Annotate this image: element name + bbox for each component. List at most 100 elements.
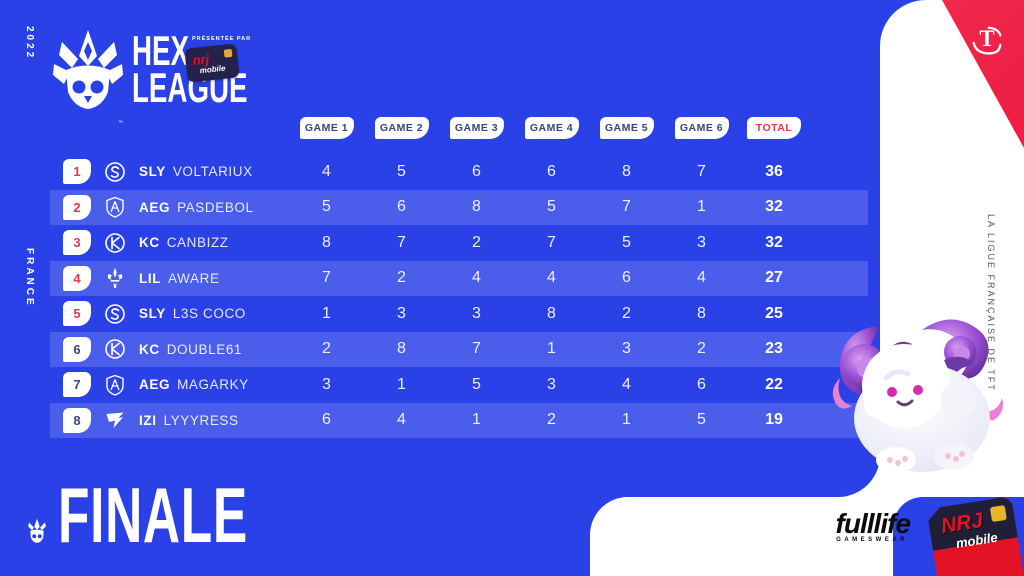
game-header-pill: GAME 1: [299, 117, 354, 139]
tft-pet-mascot-image: [832, 319, 1003, 473]
total-score: 36: [765, 162, 783, 180]
rank-badge: 1: [63, 159, 91, 185]
player-cell: AEG PASDEBOL: [139, 200, 289, 215]
team-tag: KC: [139, 341, 160, 357]
game-score: 4: [472, 269, 481, 287]
total-score: 25: [765, 304, 783, 322]
event-title: FINALE: [58, 471, 248, 559]
player-name: CANBIZZ: [166, 235, 229, 251]
rank-badge: 7: [63, 372, 91, 398]
rank-badge: 4: [63, 265, 91, 291]
game-score: 3: [397, 304, 406, 322]
game-score: 4: [322, 162, 331, 180]
game-score: 6: [397, 198, 406, 216]
table-row: 4 LIL AWARE 7 2 4 4 6 4 27: [50, 260, 868, 296]
total-score: 27: [765, 269, 783, 287]
table-header-row: GAME 1 GAME 2 GAME 3 GAME 4 GAME 5 GAME 6 TOTA…: [289, 117, 809, 139]
game-score: 4: [622, 375, 631, 393]
game-score: 1: [547, 340, 556, 358]
table-row: 8 IZI LYYYRESS 6 4 1 2 1 5 19: [50, 402, 868, 438]
game-score: 7: [547, 233, 556, 251]
team-logo-icon: [103, 373, 127, 397]
game-score: 1: [697, 198, 706, 216]
player-name: MAGARKY: [177, 377, 249, 393]
year-vertical-label: 2022: [24, 26, 35, 61]
rank-badge: 2: [63, 194, 91, 220]
rank-badge: 5: [63, 301, 91, 327]
total-score: 23: [765, 340, 783, 358]
game-score: 3: [697, 233, 706, 251]
game-score: 2: [472, 233, 481, 251]
game-header-pill: GAME 4: [524, 117, 579, 139]
sim-chip-icon: [990, 505, 1007, 522]
bottom-left-blue-panel: [0, 440, 640, 576]
game-score: 8: [622, 162, 631, 180]
player-name: PASDEBOL: [177, 199, 254, 215]
total-score: 32: [765, 198, 783, 216]
main-blue-panel: [0, 0, 880, 497]
team-logo-icon: [103, 302, 127, 326]
game-header-pill: GAME 6: [674, 117, 729, 139]
team-tag: LIL: [139, 270, 162, 286]
game-score: 1: [397, 375, 406, 393]
game-score: 3: [322, 375, 331, 393]
team-logo-icon: [103, 195, 127, 219]
game-score: 8: [697, 304, 706, 322]
game-score: 3: [547, 375, 556, 393]
game-score: 2: [622, 304, 631, 322]
game-score: 7: [397, 233, 406, 251]
game-score: 6: [697, 375, 706, 393]
league-title-line1: HEX: [132, 27, 189, 74]
player-cell: KC CANBIZZ: [139, 235, 289, 250]
fulllife-sub: GAMESWEAR: [836, 537, 908, 543]
player-cell: SLY VOLTARIUX: [139, 164, 289, 179]
game-score: 6: [622, 269, 631, 287]
rank-badge: 8: [63, 407, 91, 433]
team-tag: KC: [139, 235, 160, 251]
team-logo-icon: [103, 266, 127, 290]
game-score: 4: [697, 269, 706, 287]
total-score: 22: [765, 375, 783, 393]
sim-chip-icon: [223, 48, 233, 58]
game-score: 2: [697, 340, 706, 358]
game-score: 1: [322, 304, 331, 322]
nrj-mobile-logo: NRJ mobile: [926, 496, 1024, 576]
mini-crown-icon: [28, 518, 46, 543]
game-score: 6: [322, 411, 331, 429]
tagline-vertical-label: LA LIGUE FRANÇAISE DE TFT: [986, 214, 996, 392]
table-row: 3 KC CANBIZZ 8 7 2 7 5 3 32: [50, 225, 868, 261]
game-score: 7: [472, 340, 481, 358]
game-score: 5: [472, 375, 481, 393]
rank-badge: 3: [63, 230, 91, 256]
game-score: 3: [472, 304, 481, 322]
game-score: 8: [322, 233, 331, 251]
game-score: 4: [397, 411, 406, 429]
team-tag: SLY: [139, 164, 166, 180]
game-score: 7: [322, 269, 331, 287]
team-logo-icon: [103, 160, 127, 184]
player-cell: IZI LYYYRESS: [139, 413, 289, 428]
player-name: DOUBLE61: [166, 341, 243, 357]
game-score: 8: [547, 304, 556, 322]
hex-league-logo-block: HEX LEAGUE ™ PRÉSENTÉE PAR nrj mobile: [52, 24, 252, 126]
game-score: 5: [322, 198, 331, 216]
player-cell: AEG MAGARKY: [139, 377, 289, 392]
fulllife-logo: fulllife GAMESWEAR: [800, 508, 911, 543]
game-score: 3: [622, 340, 631, 358]
presenter-nrj-mobile-logo: nrj mobile: [184, 43, 240, 83]
game-header-pill: GAME 2: [374, 117, 429, 139]
nrj-mobile-text: mobile: [199, 63, 226, 76]
player-cell: SLY L3S COCO: [139, 306, 289, 321]
game-score: 2: [547, 411, 556, 429]
game-score: 7: [697, 162, 706, 180]
game-header-pill: GAME 5: [599, 117, 654, 139]
player-name: AWARE: [168, 270, 220, 286]
team-tag: IZI: [139, 412, 157, 428]
team-logo-icon: [103, 408, 127, 432]
team-tag: SLY: [139, 306, 166, 322]
table-row: 2 AEG PASDEBOL 5 6 8 5 7 1 32: [50, 189, 868, 225]
total-score: 32: [765, 233, 783, 251]
telecom-t-icon: T: [972, 26, 1002, 55]
fulllife-name: fulllife: [835, 508, 911, 539]
